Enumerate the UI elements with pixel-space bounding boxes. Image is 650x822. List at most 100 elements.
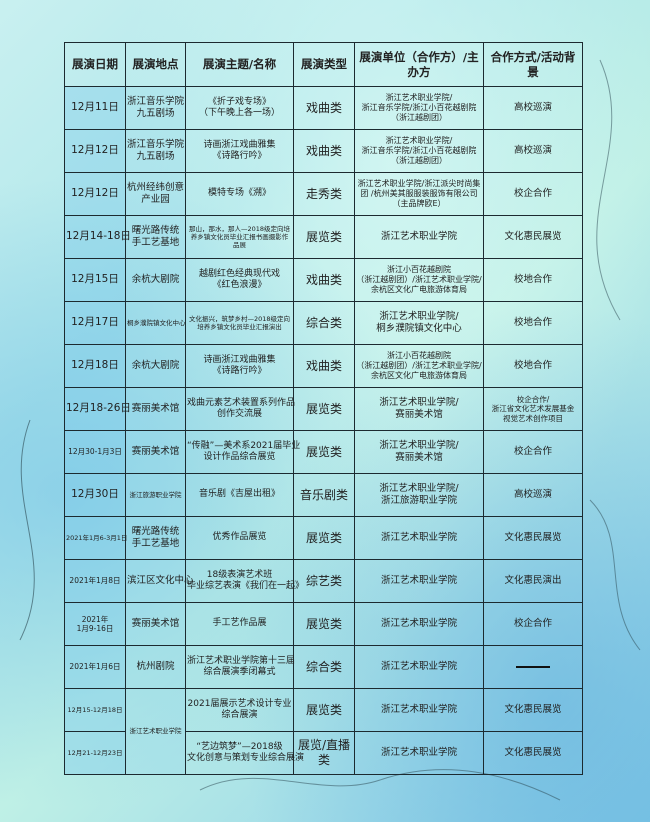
location-cell: 曙光路传统 手工艺基地 [125,516,186,560]
unit-cell-line: 余杭区文化广电旅游体育局 [371,371,467,380]
type-cell: 戏曲类 [293,129,355,173]
table-row: 12月17日 桐乡濮院镇文化中心 文化振兴，筑梦乡村—2018级定向 培养乡镇文化员毕… [64,301,583,345]
location-cell: 浙江艺术职业学院 [125,688,186,775]
location-cell-line: 浙江旅游职业学院 [129,490,182,499]
theme-cell-line: 戏曲元素艺术装置系列作品 [187,397,296,408]
table-row: 12月11日 浙江音乐学院 九五剧场 《折子戏专场》 （下午晚上各一场） 戏曲类 浙江艺术职… [64,86,583,130]
date-cell-line: 12月30-1月3日 [68,447,122,457]
theme-cell-line: 创作交流展 [216,409,262,419]
cooperation-cell: 高校巡演 [483,473,583,517]
cooperation-cell: 校地合作 [483,301,583,345]
theme-cell-line: 18级表演艺术班 [206,569,273,580]
table-row: 12月30-1月3日 赛丽美术馆 “传融”—美术系2021届毕业 设计作品综合展览 展览… [64,430,583,474]
unit-cell-line: 浙江艺术职业学院 [380,231,457,243]
date-cell-line: 12月21-12月23日 [67,748,123,757]
theme-cell: 《折子戏专场》 （下午晚上各一场） [185,86,294,130]
unit-cell-line: 赛丽美术馆 [395,409,443,420]
location-cell-line: 浙江音乐学院 [127,96,185,108]
unit-cell-line: 浙江艺术职业学院/ [385,93,453,102]
location-cell: 赛丽美术馆 [125,430,186,474]
table-row: 12月21-12月23日 “艺边筑梦”—2018级 文化创意与策划专业综合展演 展览/… [64,731,583,775]
cooperation-cell-line: 校地合作 [513,360,552,372]
cooperation-cell: 文化惠民展览 [483,516,583,560]
location-cell-line: 曙光路传统 [131,225,180,237]
cooperation-cell: 高校巡演 [483,129,583,173]
theme-cell-line: 《红色浪漫》 [212,280,267,290]
date-cell-line: 12月12日 [71,187,119,200]
type-cell: 戏曲类 [293,86,355,130]
location-cell-line: 浙江艺术职业学院 [129,727,182,736]
unit-cell-line: 浙江艺术职业学院 [380,532,457,544]
cooperation-cell-line: 文化惠民展览 [504,704,562,716]
header-cooperation: 合作方式/活动背景 [483,42,583,87]
type-cell: 展览类 [293,387,355,431]
unit-cell: 浙江艺术职业学院 [354,559,484,603]
cooperation-cell-line: 文化惠民展览 [504,747,562,759]
location-cell: 余杭大剧院 [125,344,186,388]
theme-cell: 18级表演艺术班 毕业综艺表演《我们在一起》 [185,559,304,603]
cooperation-cell: 文化惠民演出 [483,559,583,603]
unit-cell-line: 浙江艺术职业学院/ [379,311,459,323]
cooperation-cell-line: 高校巡演 [513,489,552,501]
unit-cell-line: 浙江艺术职业学院 [380,618,457,630]
theme-cell: “艺边筑梦”—2018级 文化创意与策划专业综合展演 [185,731,304,775]
location-cell-line: 赛丽美术馆 [131,403,180,415]
theme-cell-line: 手工艺作品展 [212,618,267,629]
table-row: 12月12日 浙江音乐学院 九五剧场 诗画浙江戏曲雅集 《诗路行吟》 戏曲类 浙江艺术职业学… [64,129,583,173]
location-cell-line: 桐乡濮院镇文化中心 [127,318,186,327]
type-cell: 音乐剧类 [293,473,355,517]
unit-cell-line: 浙江旅游职业学院 [380,495,457,506]
date-cell: 12月14-18日 [64,215,131,259]
unit-cell: 浙江小百花越剧院 （浙江越剧团）/浙江艺术职业学院/余杭区文化广电旅游体育局 [354,344,484,388]
date-cell-line: 1月9-16日 [76,624,114,633]
theme-cell: “传融”—美术系2021届毕业 设计作品综合展览 [185,430,300,474]
theme-cell: 越剧红色经典现代戏 《红色浪漫》 [185,258,294,302]
theme-cell-line: 《折子戏专场》 [207,96,271,107]
theme-cell-line: “艺边筑梦”—2018级 [196,741,283,752]
location-cell: 余杭大剧院 [125,258,186,302]
date-cell-line: 12月15日 [71,273,119,286]
cooperation-cell: 校企合作/浙江省文化艺术发展基金 视觉艺术创作项目 [483,387,583,431]
theme-cell-line: 2021届展示艺术设计专业 [187,698,292,709]
unit-cell-line: 浙江小百花越剧院 [387,265,451,274]
theme-cell: 戏曲元素艺术装置系列作品 创作交流展 [185,387,296,431]
theme-cell: 音乐剧《吉屋出租》 [185,473,294,517]
location-cell-line: 余杭大剧院 [131,360,180,372]
unit-cell: 浙江艺术职业学院/桐乡濮院镇文化中心 [354,301,484,345]
date-cell-line: 12月18-26日 [66,402,131,415]
location-cell: 桐乡濮院镇文化中心 [125,301,186,345]
type-cell: 戏曲类 [293,258,355,302]
date-cell: 2021年1月6日 [64,645,126,689]
location-cell-line: 赛丽美术馆 [131,446,180,458]
performance-schedule-table: 展演日期 展演地点 展演主题/名称 展演类型 展演单位（合作方）/主办方 合作方… [64,42,583,775]
cooperation-cell-line: 校企合作/ [516,394,550,404]
location-cell: 杭州经纬创意 产业园 [125,172,186,216]
unit-cell: 浙江艺术职业学院 [354,215,484,259]
unit-cell: 浙江艺术职业学院/浙江旅游职业学院 [354,473,484,517]
theme-cell-line: 养乡镇文化员毕业汇报书画摄影作 [190,232,289,241]
location-cell: 赛丽美术馆 [125,602,186,646]
unit-cell: 浙江艺术职业学院/浙江派尖时尚集团 /杭州美其服服装服饰有限公司 （主品牌欧E） [354,172,484,216]
unit-cell-line: 浙江艺术职业学院 [380,747,457,759]
table-row: 2021年1月6日 杭州剧院 浙江艺术职业学院第十三届 综合展演季闭幕式 综合类 浙江艺术… [64,645,583,689]
table-row: 12月15-12月18日 浙江艺术职业学院 2021届展示艺术设计专业 综合展演 展览类… [64,688,583,775]
cooperation-cell [483,645,583,689]
type-cell: 走秀类 [293,172,355,216]
unit-cell-line: （主品牌欧E） [392,199,446,208]
theme-cell-line: 诗画浙江戏曲雅集 [203,354,276,365]
date-cell-line: 2021年1月6-3月1日 [66,533,128,542]
cooperation-cell-line: 视觉艺术创作项目 [503,413,563,423]
theme-cell-line: 《诗路行吟》 [212,151,267,161]
theme-cell-line: 模特专场《溯》 [207,188,271,199]
cooperation-cell: 文化惠民展览 [483,731,583,775]
theme-cell-line: 优秀作品展览 [212,532,267,543]
unit-cell-line: 浙江小百花越剧院 [387,351,451,360]
unit-cell: 浙江艺术职业学院/赛丽美术馆 [354,387,484,431]
cooperation-cell-line: 校企合作 [513,188,552,200]
header-theme: 展演主题/名称 [185,42,294,87]
date-cell: 12月15-12月18日 [64,688,126,732]
unit-cell-line: 浙江音乐学院/浙江小百花越剧院 [361,103,477,112]
theme-cell: 诗画浙江戏曲雅集 《诗路行吟》 [185,344,294,388]
date-cell: 12月17日 [64,301,126,345]
location-cell-line: 手工艺基地 [131,538,180,549]
